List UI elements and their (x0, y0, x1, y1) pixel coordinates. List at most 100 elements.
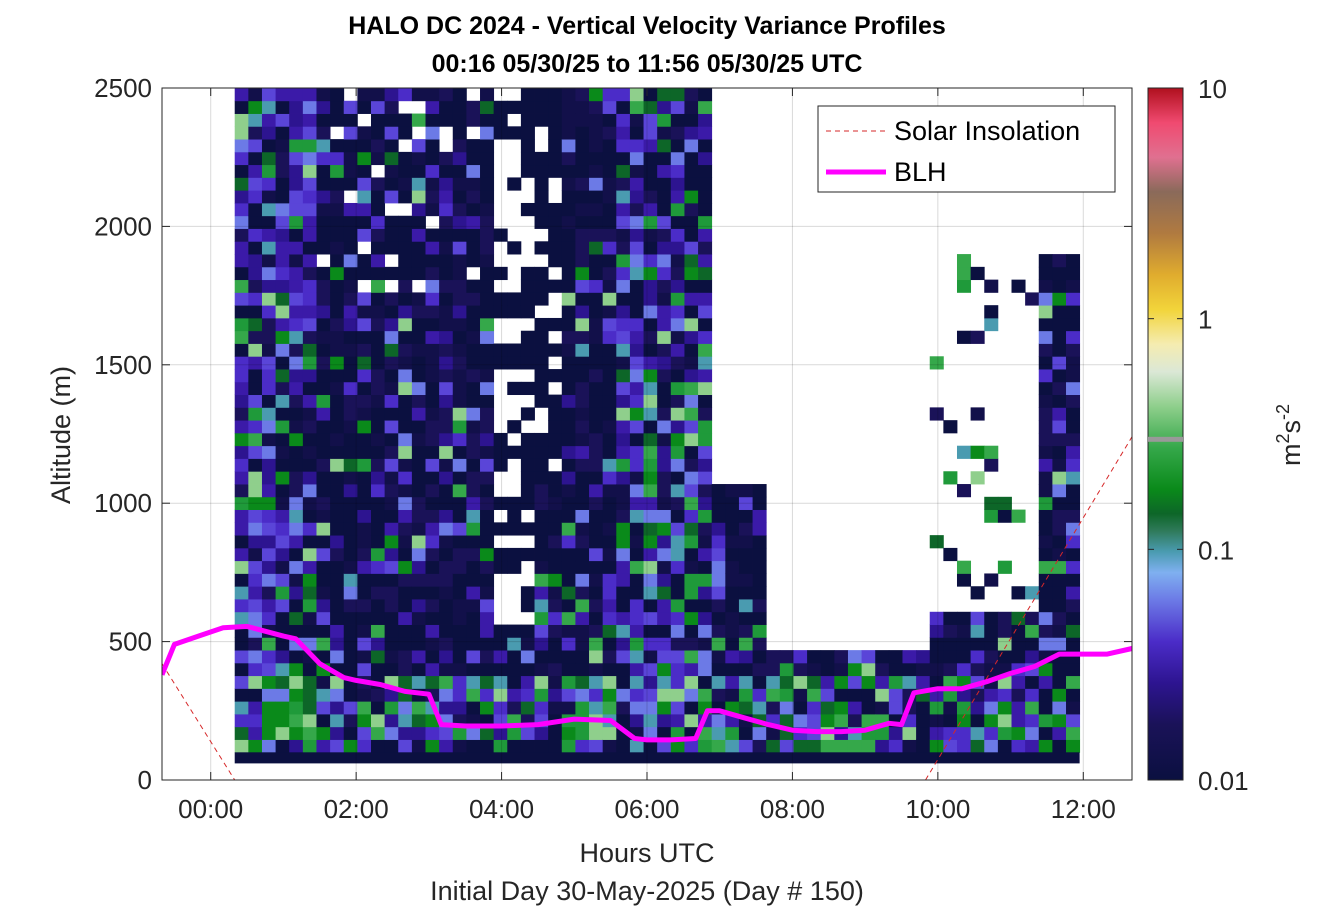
heatmap-cell (1011, 509, 1026, 523)
heatmap-cell (248, 547, 263, 562)
heatmap-cell (616, 637, 631, 651)
legend: Solar Insolation BLH (817, 105, 1116, 193)
heatmap-cell (698, 471, 713, 485)
heatmap-cell (875, 675, 890, 689)
heatmap-cell (997, 637, 1012, 651)
heatmap-cell (316, 381, 331, 396)
heatmap-cell (561, 356, 576, 370)
heatmap-cell (929, 535, 944, 549)
heatmap-cell (779, 701, 794, 715)
heatmap-cell (548, 88, 563, 102)
heatmap-cell (439, 88, 454, 102)
heatmap-cell (302, 547, 317, 562)
heatmap-cell (452, 177, 467, 191)
heatmap-cell (575, 637, 590, 651)
heatmap-cell (480, 317, 495, 332)
heatmap-cell (670, 330, 685, 344)
heatmap-cell (602, 586, 617, 600)
heatmap-cell (261, 139, 276, 153)
heatmap-cell (684, 113, 699, 127)
heatmap-cell (1066, 662, 1081, 677)
heatmap-cell (684, 662, 699, 677)
heatmap-cell (1066, 394, 1081, 408)
heatmap-cell (1038, 624, 1053, 638)
heatmap-cell (248, 279, 263, 293)
heatmap-cell (629, 599, 644, 613)
heatmap-cell (575, 100, 590, 114)
heatmap-cell (425, 100, 440, 114)
heatmap-cell (657, 586, 672, 600)
heatmap-cell (657, 611, 672, 625)
heatmap-cell (261, 688, 276, 702)
heatmap-cell (561, 177, 576, 191)
heatmap-cell (357, 420, 372, 434)
heatmap-cell (589, 611, 604, 625)
heatmap-cell (452, 394, 467, 408)
heatmap-cell (1038, 547, 1053, 562)
heatmap-cell (398, 279, 413, 293)
heatmap-cell (997, 624, 1012, 638)
heatmap-cell (411, 241, 426, 255)
heatmap-cell (1066, 496, 1081, 510)
heatmap-cell (956, 573, 972, 587)
heatmap-cell (534, 484, 549, 498)
heatmap-cell (684, 701, 699, 715)
heatmap-cell (820, 701, 835, 715)
heatmap-cell (602, 637, 617, 651)
heatmap-cell (534, 496, 549, 510)
heatmap-cell (602, 317, 617, 332)
heatmap-cell (575, 113, 590, 127)
heatmap-cell (589, 547, 604, 562)
heatmap-cell (261, 394, 276, 408)
heatmap-cell (984, 739, 999, 753)
heatmap-cell (752, 496, 767, 510)
heatmap-cell (316, 317, 331, 332)
heatmap-cell (384, 739, 399, 753)
heatmap-cell (466, 330, 481, 344)
heatmap-cell (398, 266, 413, 281)
heatmap-cell (261, 177, 276, 191)
heatmap-cell (398, 151, 413, 166)
heatmap-cell (261, 496, 276, 510)
heatmap-cell (302, 471, 317, 485)
heatmap-cell (452, 522, 467, 536)
heatmap-cell (616, 202, 631, 217)
heatmap-cell (643, 330, 658, 344)
heatmap-cell (725, 560, 740, 574)
heatmap-cell (411, 369, 426, 383)
heatmap-cell (548, 471, 563, 485)
heatmap-cell (561, 241, 576, 255)
heatmap-cell (520, 637, 535, 651)
heatmap-cell (302, 509, 317, 523)
heatmap-cell (411, 343, 426, 357)
heatmap-cell (302, 560, 317, 574)
heatmap-cell (561, 139, 576, 153)
heatmap-cell (480, 701, 495, 715)
heatmap-cell (684, 624, 699, 638)
heatmap-cell (657, 739, 672, 753)
heatmap-cell (520, 471, 535, 485)
heatmap-cell (520, 739, 535, 753)
heatmap-cell (657, 202, 672, 217)
heatmap-cell (698, 624, 713, 638)
heatmap-cell (370, 650, 386, 664)
heatmap-cell (261, 509, 276, 523)
heatmap-cell (357, 407, 372, 421)
heatmap-cell (643, 381, 658, 396)
heatmap-cell (834, 713, 849, 728)
heatmap-cell (629, 394, 644, 408)
heatmap-cell (929, 611, 944, 625)
heatmap-cell (629, 560, 644, 574)
heatmap-cell (670, 139, 685, 153)
heatmap-cell (670, 496, 685, 510)
colorbar-tick-label: 1 (1198, 305, 1212, 335)
heatmap-cell (602, 177, 617, 191)
heatmap-cell (275, 420, 290, 434)
heatmap-cell (330, 369, 345, 383)
heatmap-cell (888, 726, 903, 740)
heatmap-cell (466, 202, 481, 217)
heatmap-cell (629, 381, 644, 396)
heatmap-cell (520, 662, 535, 677)
heatmap-cell (575, 484, 590, 498)
heatmap-cell (316, 369, 331, 383)
